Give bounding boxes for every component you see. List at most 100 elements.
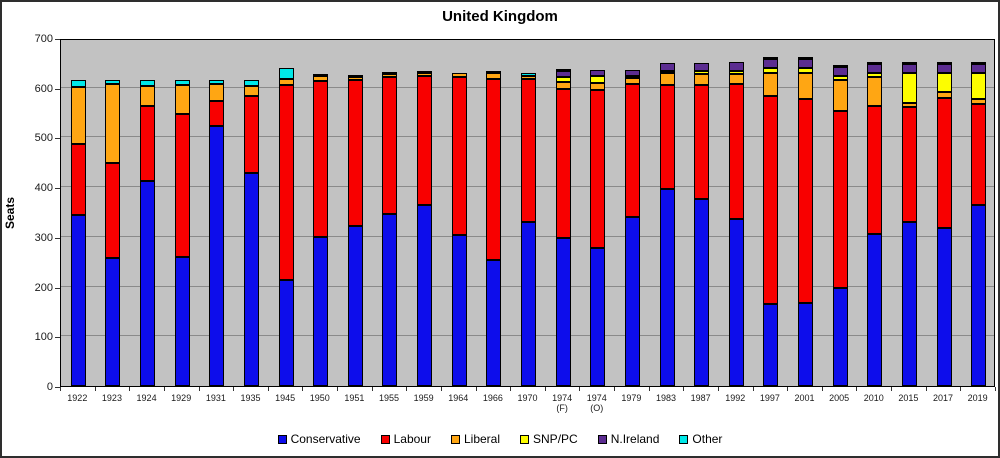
y-tick-mark-300 <box>55 237 60 239</box>
x-tick-mark <box>406 387 407 391</box>
bar-segment-2005-liberal <box>833 80 848 111</box>
bar-segment-1945-conservative <box>279 280 294 386</box>
legend: Conservative Labour Liberal SNP/PC N.Ireland… <box>2 432 998 446</box>
chart-title: United Kingdom <box>442 8 558 25</box>
bar-segment-1935-other <box>244 80 259 86</box>
bar-segment-2005-other <box>833 65 848 67</box>
bar-segment-2010-labour <box>867 106 882 234</box>
bar-segment-1922-conservative <box>71 215 86 386</box>
legend-item-liberal: Liberal <box>450 432 501 446</box>
x-tick-label-1924: 1924 <box>136 393 157 403</box>
bar-segment-2010-n-ireland <box>867 64 882 73</box>
bar-segment-1931-other <box>209 80 224 84</box>
x-tick-mark <box>476 387 477 391</box>
y-tick-label-500: 500 <box>34 132 53 145</box>
legend-label: N.Ireland <box>610 432 660 446</box>
bar-segment-1979-n-ireland <box>625 70 640 76</box>
bar-segment-1974-other <box>556 69 571 71</box>
bar-segment-1922-labour <box>71 144 86 215</box>
bar-segment-1997-liberal <box>763 73 778 96</box>
bar-segment-1964-liberal <box>452 73 467 77</box>
bar-segment-1950-liberal <box>313 76 328 81</box>
y-tick-mark-700 <box>55 39 60 40</box>
bar-segment-1922-other <box>71 80 86 87</box>
legend-item-conservative: Conservative <box>277 432 361 446</box>
x-tick-label-2005: 2005 <box>829 393 850 403</box>
bar-segment-1987-liberal <box>694 74 709 85</box>
x-tick-mark <box>233 387 234 391</box>
x-tick-mark <box>891 387 892 391</box>
x-tick-label-1931: 1931 <box>205 393 226 403</box>
x-tick-mark <box>60 387 61 391</box>
bar-segment-1929-other <box>175 80 190 85</box>
bar-segment-1923-labour <box>105 163 120 258</box>
bar-segment-1979-snp-pc <box>625 76 640 78</box>
x-tick-label-1959: 1959 <box>413 393 434 403</box>
x-tick-label-1966: 1966 <box>482 393 503 403</box>
bar-segment-2010-liberal <box>867 77 882 106</box>
bar-segment-2017-n-ireland <box>937 64 952 73</box>
x-tick-mark <box>856 387 857 391</box>
bar-segment-1983-labour <box>660 85 675 189</box>
bar-segment-1922-liberal <box>71 87 86 144</box>
bar-segment-1950-labour <box>313 81 328 237</box>
legend-swatch-icon <box>597 434 607 444</box>
legend-swatch-icon <box>520 434 530 444</box>
legend-item-n-ireland: N.Ireland <box>597 432 660 446</box>
bar-segment-1950-other <box>313 74 328 76</box>
bar-segment-1929-conservative <box>175 257 190 386</box>
bar-segment-1959-labour <box>417 76 432 205</box>
x-tick-label-1979: 1979 <box>621 393 642 403</box>
bar-segment-2015-n-ireland <box>902 64 917 73</box>
bar-segment-1997-other <box>763 57 778 59</box>
bar-segment-2017-snp-pc <box>937 73 952 92</box>
x-tick-label-1992: 1992 <box>725 393 746 403</box>
x-tick-label-1987: 1987 <box>690 393 711 403</box>
x-tick-label-1951: 1951 <box>344 393 365 403</box>
bar-segment-1929-liberal <box>175 85 190 114</box>
bar-segment-1992-liberal <box>729 74 744 84</box>
bar-segment-1992-conservative <box>729 219 744 386</box>
bar-segment-1983-liberal <box>660 73 675 85</box>
bar-segment-1959-conservative <box>417 205 432 386</box>
x-tick-label-2017: 2017 <box>933 393 954 403</box>
legend-item-labour: Labour <box>380 432 431 446</box>
bar-segment-1923-other <box>105 80 120 84</box>
x-tick-mark <box>510 387 511 391</box>
bar-segment-1979-liberal <box>625 78 640 84</box>
x-tick-mark <box>753 387 754 391</box>
bar-segment-2017-liberal <box>937 92 952 98</box>
x-tick-mark <box>579 387 580 391</box>
bar-segment-1951-conservative <box>348 226 363 386</box>
y-tick-mark-600 <box>55 88 60 90</box>
x-tick-label-1983: 1983 <box>656 393 677 403</box>
bar-segment-1951-other <box>348 75 363 77</box>
legend-label: Liberal <box>463 432 501 446</box>
x-tick-mark <box>718 387 719 391</box>
bar-segment-1929-labour <box>175 114 190 257</box>
y-tick-label-0: 0 <box>46 381 53 393</box>
y-tick-label-700: 700 <box>34 33 53 45</box>
bar-segment-1935-liberal <box>244 86 259 96</box>
bar-segment-2019-snp-pc <box>971 73 986 99</box>
bar-segment-1970-liberal <box>521 76 536 79</box>
bar-segment-1945-liberal <box>279 79 294 85</box>
bar-segment-1974-labour <box>590 90 605 248</box>
legend-label: Conservative <box>290 432 361 446</box>
bar-segment-2019-n-ireland <box>971 64 986 73</box>
bar-segment-2010-conservative <box>867 234 882 386</box>
x-tick-label-1935: 1935 <box>240 393 261 403</box>
bar-segment-2019-labour <box>971 104 986 205</box>
legend-item-other: Other <box>679 432 722 446</box>
x-tick-label-1974-F: 1974 (F) <box>552 393 573 413</box>
bar-segment-2005-conservative <box>833 288 848 386</box>
bar-segment-2001-conservative <box>798 303 813 386</box>
bar-segment-1974-n-ireland <box>556 71 571 77</box>
bar-segment-2015-snp-pc <box>902 73 917 103</box>
y-tick-mark-400 <box>55 188 60 190</box>
y-tick-mark-100 <box>55 337 60 339</box>
bar-segment-1974-liberal <box>556 82 571 89</box>
bar-segment-1931-liberal <box>209 84 224 101</box>
bar-segment-1924-conservative <box>140 181 155 386</box>
